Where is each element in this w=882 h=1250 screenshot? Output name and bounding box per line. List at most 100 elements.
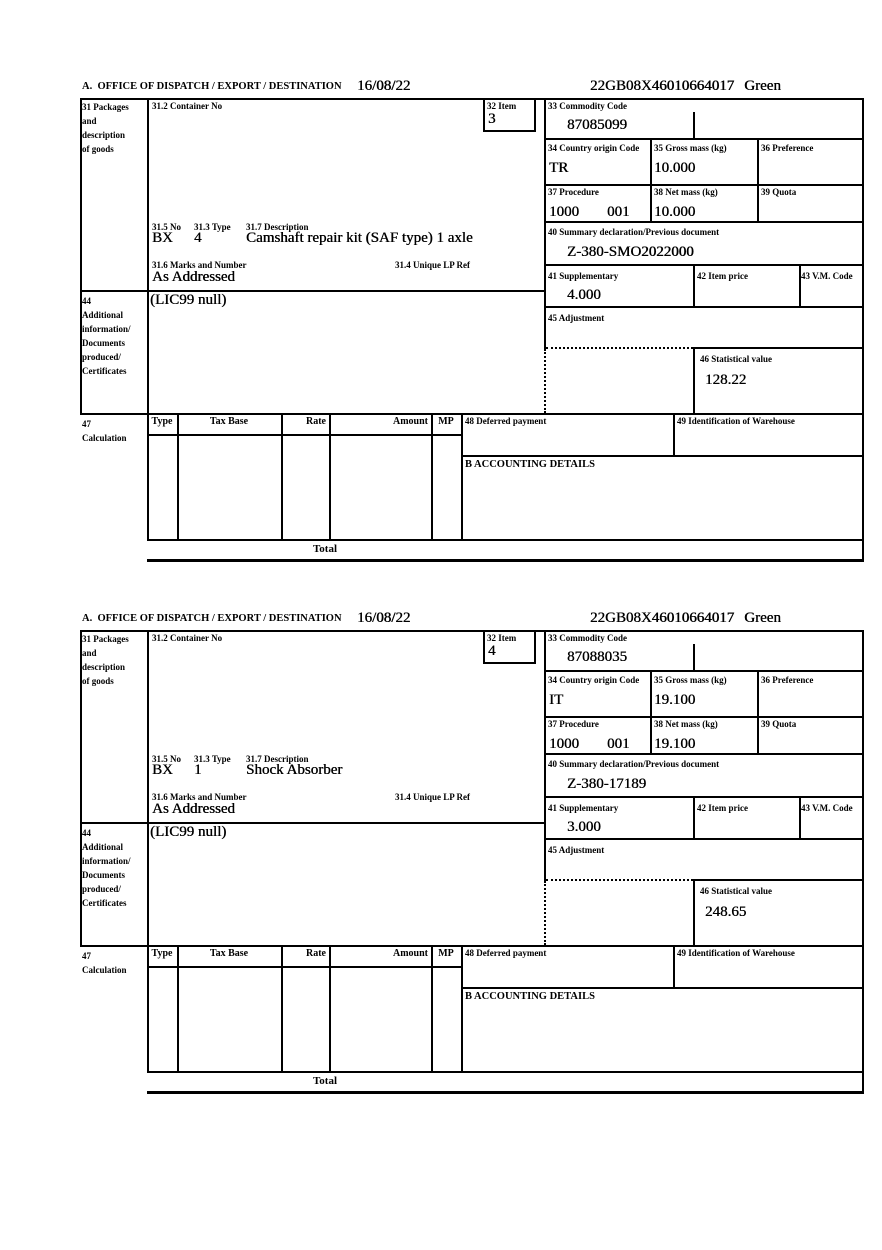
divider [544,264,864,266]
divider [544,306,864,308]
marks-number-label: 31.6 Marks and Number [152,792,247,802]
divider [534,630,536,664]
divider [147,1071,864,1073]
column-header-mp: MP [438,416,454,427]
calculation-label: 47 Calculation [82,951,127,975]
net-mass-label: 38 Net mass (kg) [654,719,718,729]
accounting-details-label: B ACCOUNTING DETAILS [465,991,595,1002]
additional-information-label: 44 Additional information/ Documents pro… [82,296,131,376]
divider [80,98,864,100]
procedure-value: 1000 [549,736,579,752]
divider [534,98,536,132]
dotted-divider [546,879,693,881]
divider [483,98,485,132]
item-price-label: 42 Item price [697,271,748,281]
divider [650,140,652,223]
previous-document-value: Z-380-17189 [567,776,647,792]
goods-description-value: Shock Absorber [246,762,343,778]
divider [544,670,864,672]
packages-description-label: 31 Packages and description of goods [82,634,129,686]
country-origin-label: 34 Country origin Code [548,675,640,685]
vm-code-label: 43 V.M. Code [801,271,853,281]
column-header-amount: Amount [392,416,428,427]
goods-description-label: 31.7 Description [246,222,309,232]
preference-label: 36 Preference [761,675,814,685]
column-header-rate: Rate [306,416,326,427]
packages-no-label: 31.5 No [152,754,181,764]
declaration-reference: 22GB08X46010664017 Green [590,610,781,627]
divider [693,112,695,140]
column-header-rate: Rate [306,948,326,959]
gross-mass-value: 19.100 [654,692,696,708]
routing-indicator: Green [744,610,781,626]
divider [673,945,675,989]
dotted-divider [544,349,546,413]
goods-description-value: Camshaft repair kit (SAF type) 1 axle [246,230,473,246]
procedure-value-2: 001 [607,204,630,220]
declaration-date: 16/08/22 [357,610,411,626]
statistical-value: 128.22 [705,372,747,388]
divider [329,945,331,1073]
declaration-date: 16/08/22 [357,78,411,94]
deferred-payment-label: 48 Deferred payment [465,948,547,958]
routing-indicator: Green [744,78,781,94]
divider [80,290,546,292]
net-mass-value: 10.000 [654,204,696,220]
supplementary-label: 41 Supplementary [548,271,619,281]
packages-description-label: 31 Packages and description of goods [82,102,129,154]
divider [757,140,759,223]
divider [693,644,695,672]
divider [483,130,536,132]
marks-number-value: As Addressed [152,269,235,285]
previous-document-value: Z-380-SMO2022000 [567,244,694,260]
warehouse-id-label: 49 Identification of Warehouse [677,416,795,426]
divider [177,413,179,541]
divider [147,98,149,541]
additional-information-label: 44 Additional information/ Documents pro… [82,828,131,908]
divider [544,796,864,798]
total-label: Total [312,1075,338,1087]
additional-info-value: (LIC99 null) [150,824,227,840]
divider [147,539,864,541]
supplementary-value: 4.000 [567,287,601,303]
divider [757,672,759,755]
reference-number: 22GB08X46010664017 [590,610,735,626]
divider [862,98,864,562]
divider [544,716,864,718]
packages-no-label: 31.5 No [152,222,181,232]
divider [693,349,695,415]
container-no-label: 31.2 Container No [152,101,223,111]
office-of-dispatch-label: A. OFFICE OF DISPATCH / EXPORT / DESTINA… [82,613,342,624]
procedure-label: 37 Procedure [548,719,599,729]
divider [693,798,695,840]
supplementary-label: 41 Supplementary [548,803,619,813]
divider [693,266,695,308]
column-header-mp: MP [438,948,454,959]
dotted-divider [544,881,546,945]
divider [80,630,864,632]
divider [80,98,82,415]
column-header-type: Type [151,416,173,427]
gross-mass-label: 35 Gross mass (kg) [654,143,727,153]
commodity-code-label: 33 Commodity Code [548,101,627,111]
preference-label: 36 Preference [761,143,814,153]
divider [483,662,536,664]
net-mass-value: 19.100 [654,736,696,752]
item-number-value: 3 [488,111,496,127]
column-header-type: Type [151,948,173,959]
adjustment-label: 45 Adjustment [548,845,605,855]
divider [650,672,652,755]
divider [693,881,695,947]
goods-description-label: 31.7 Description [246,754,309,764]
summary-declaration-label: 40 Summary declaration/Previous document [548,227,720,237]
statistical-value-label: 46 Statistical value [700,886,772,896]
divider [147,966,463,968]
commodity-code-value: 87085099 [567,117,627,133]
total-label: Total [312,543,338,555]
deferred-payment-label: 48 Deferred payment [465,416,547,426]
packages-type-label: 31.3 Type [194,222,231,232]
divider [693,879,864,881]
divider [281,945,283,1073]
section-bottom-border [147,1091,864,1094]
divider [147,630,149,1073]
